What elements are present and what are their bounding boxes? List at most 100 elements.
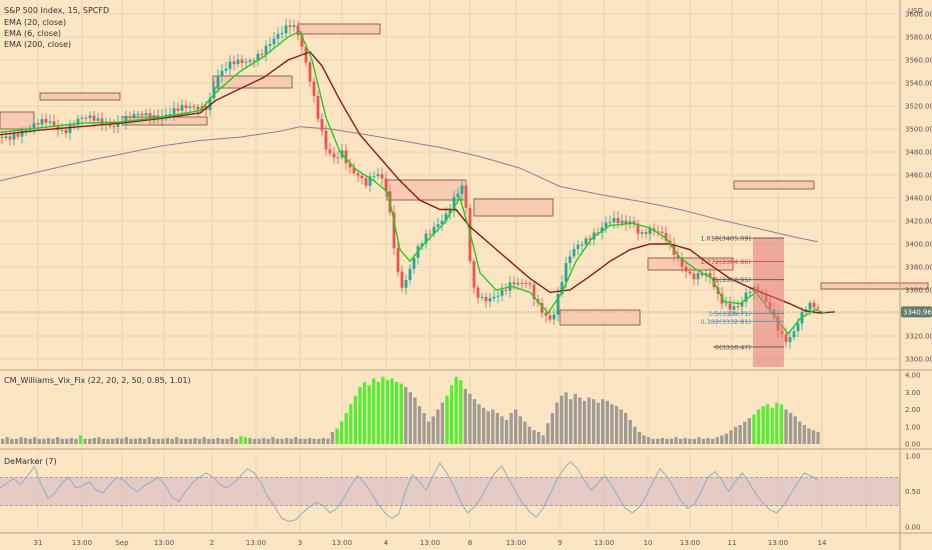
candle-body: [392, 212, 396, 249]
vix-bar: [335, 428, 339, 444]
vix-bar: [285, 437, 289, 444]
vix-bar: [23, 437, 28, 444]
candle-body: [172, 108, 176, 115]
candle-body: [528, 283, 532, 285]
zone-rectangle[interactable]: [0, 111, 35, 130]
candle-body: [248, 60, 252, 62]
fib-extension[interactable]: 1.618(3405.09) 1.272(3384.86) 1(3368.95) 0.…: [0, 235, 900, 367]
zone-rectangle[interactable]: [820, 282, 929, 290]
candle-body: [628, 221, 632, 224]
chart-title: S&P 500 Index, 15, SPCFD: [4, 6, 109, 15]
vix-bar: [587, 397, 591, 444]
zone-rectangle[interactable]: [297, 23, 381, 35]
vix-bar: [642, 435, 646, 444]
candle-body: [60, 129, 64, 131]
vix-bar: [596, 402, 600, 444]
vix-bar: [207, 438, 211, 444]
candle-body: [620, 220, 624, 224]
indicator-ema20-label[interactable]: EMA (20, close): [4, 18, 66, 27]
vix-bar: [138, 437, 142, 444]
candle-body: [84, 117, 88, 119]
candle-body: [68, 124, 72, 133]
vix-bar: [408, 392, 413, 444]
candle-body: [96, 118, 100, 121]
zone-rectangle[interactable]: [39, 92, 121, 101]
zone-rectangle[interactable]: [473, 198, 554, 217]
vix-bar: [495, 412, 500, 444]
vix-bar: [651, 438, 655, 444]
vix-bar: [115, 437, 119, 444]
price-tick: 3500.00: [905, 126, 932, 134]
zone-rectangle[interactable]: [647, 257, 734, 271]
candle-body: [116, 121, 120, 127]
vix-bar: [788, 412, 793, 444]
time-tick: 13:00: [154, 539, 174, 547]
candle-body: [596, 232, 600, 234]
candle-body: [700, 273, 704, 276]
time-axis[interactable]: 31 13:00 Sep 13:00 2 13:00 3 13:00 4 13:00 8 13:00 9…: [34, 539, 827, 547]
candle-body: [588, 238, 592, 240]
candle-body: [288, 25, 292, 27]
vix-bar: [569, 399, 573, 444]
vix-bar: [431, 416, 435, 444]
price-axis[interactable]: 3300.003320.003340.003360.003380.003400.…: [905, 11, 932, 532]
candle-body: [164, 114, 168, 117]
candle-body: [696, 273, 700, 280]
demarker-pane-label[interactable]: DeMarker (7): [4, 457, 57, 466]
vix-bar: [500, 416, 504, 444]
time-tick: 13:00: [72, 539, 92, 547]
indicator-ema6-label[interactable]: EMA (6, close): [4, 29, 61, 38]
zone-rectangle[interactable]: [733, 180, 815, 190]
vix-bar: [376, 381, 380, 444]
vix-bar: [97, 437, 101, 444]
vix-bar: [184, 438, 188, 444]
vix-bar: [390, 378, 394, 444]
candle-body: [492, 296, 496, 299]
candle-body: [72, 124, 76, 126]
vix-tick: 1.00: [905, 423, 921, 431]
vix-bar: [33, 437, 37, 444]
candle-body: [648, 228, 652, 234]
vix-bar: [353, 395, 358, 444]
vix-bar: [101, 438, 106, 444]
price-tick: 3580.00: [905, 34, 932, 42]
vix-bar: [175, 437, 179, 444]
vix-bar: [610, 404, 614, 444]
time-tick: 13:00: [332, 539, 352, 547]
ema6-line: [0, 30, 826, 335]
candle-body: [488, 298, 492, 302]
vix-bar: [463, 388, 467, 444]
candle-body: [692, 273, 696, 280]
candle-body: [20, 130, 24, 137]
vix-bar: [692, 438, 697, 444]
vix-bar: [683, 437, 687, 444]
zone-rectangle[interactable]: [559, 309, 641, 326]
support-resistance-zones[interactable]: [0, 23, 929, 326]
vix-bar: [646, 437, 651, 444]
vix-pane-label[interactable]: CM_Williams_Vix_Fix (22, 20, 2, 50, 0.85…: [4, 376, 191, 385]
vix-bar: [816, 431, 820, 444]
zone-rectangle[interactable]: [212, 75, 293, 89]
vix-bar: [614, 406, 619, 444]
price-tick: 3480.00: [905, 149, 932, 157]
candle-body: [484, 296, 488, 302]
vix-bar: [37, 438, 41, 444]
vix-bar: [752, 414, 756, 444]
vix-bar: [165, 437, 170, 444]
candle-body: [344, 150, 348, 164]
time-tick: 13:00: [420, 539, 440, 547]
candle-body: [688, 271, 692, 274]
vix-bar: [252, 438, 257, 444]
candle-body: [740, 301, 744, 307]
candle-body: [128, 116, 132, 118]
indicator-ema200-label[interactable]: EMA (200, close): [4, 40, 71, 49]
vix-bar: [449, 385, 454, 444]
candle-body: [624, 220, 628, 224]
vix-bar: [697, 437, 701, 444]
candle-body: [540, 303, 544, 313]
vix-bar: [289, 438, 293, 444]
currency-label: USD: [908, 7, 923, 15]
vix-bar: [422, 412, 426, 444]
